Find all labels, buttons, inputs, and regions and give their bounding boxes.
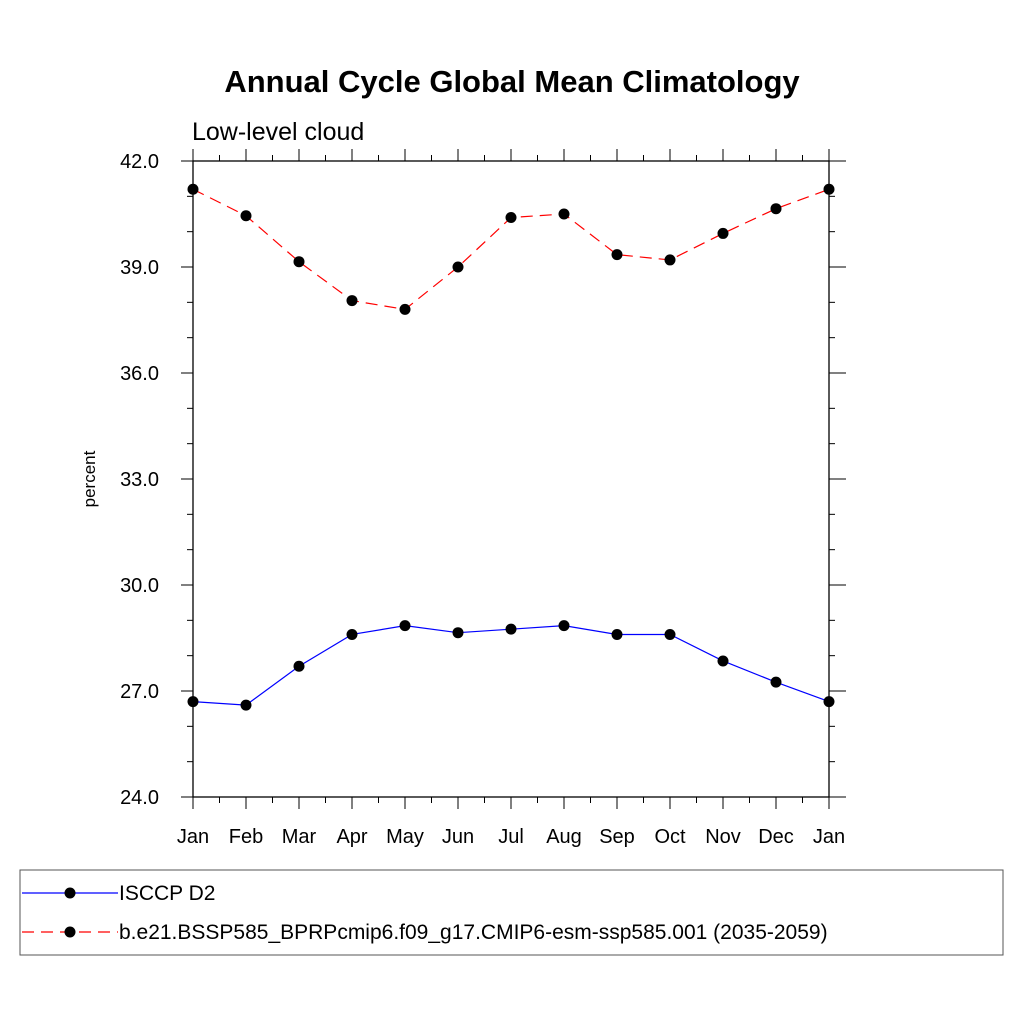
legend-label-2: b.e21.BSSP585_BPRPcmip6.f09_g17.CMIP6-es…	[119, 921, 828, 944]
data-point-series-1	[187, 696, 199, 708]
x-tick-label: May	[386, 826, 424, 848]
data-point-series-1	[558, 620, 570, 632]
y-tick-label: 30.0	[120, 575, 159, 597]
data-point-series-2	[558, 208, 570, 220]
x-tick-label: Dec	[758, 826, 794, 848]
data-point-series-1	[240, 699, 252, 711]
y-tick-label: 24.0	[120, 787, 159, 809]
y-tick-label: 36.0	[120, 363, 159, 385]
data-point-series-2	[505, 212, 517, 224]
y-tick-label: 39.0	[120, 257, 159, 279]
data-point-series-1	[505, 623, 517, 635]
y-tick-label: 27.0	[120, 681, 159, 703]
legend: ISCCP D2 b.e21.BSSP585_BPRPcmip6.f09_g17.…	[22, 882, 828, 944]
y-tick-label: 42.0	[120, 151, 159, 173]
data-point-series-1	[717, 655, 729, 667]
data-point-series-1	[452, 627, 464, 639]
chart-subtitle: Low-level cloud	[192, 118, 364, 146]
data-point-series-1	[823, 696, 835, 708]
data-point-series-1	[664, 628, 676, 640]
series-line-2	[192, 188, 830, 311]
legend-label-1: ISCCP D2	[119, 882, 215, 905]
chart-title: Annual Cycle Global Mean Climatology	[224, 64, 800, 99]
data-point-series-1	[611, 628, 623, 640]
y-tick-labels: 24.0 27.0 30.0 33.0 36.0 39.0 42.0	[120, 151, 159, 809]
series-line-1	[192, 625, 830, 706]
data-point-series-2	[187, 183, 199, 195]
series-markers	[187, 183, 835, 711]
legend-marker-2	[64, 926, 76, 938]
legend-marker-1	[64, 887, 76, 899]
x-tick-label: Jan	[177, 826, 209, 848]
data-point-series-2	[823, 183, 835, 195]
x-tick-label: Nov	[705, 826, 741, 848]
data-point-series-1	[293, 660, 305, 672]
data-point-series-2	[664, 254, 676, 266]
data-point-series-2	[717, 227, 729, 239]
data-point-series-1	[770, 676, 782, 688]
y-axis-label: percent	[80, 450, 99, 507]
data-point-series-2	[346, 295, 358, 307]
data-point-series-2	[399, 303, 411, 315]
legend-box	[19, 869, 1004, 956]
x-tick-label: Oct	[654, 826, 686, 848]
data-point-series-1	[399, 620, 411, 632]
x-tick-label: Jul	[498, 826, 524, 848]
data-point-series-1	[346, 628, 358, 640]
data-point-series-2	[770, 203, 782, 215]
data-point-series-2	[293, 256, 305, 268]
axis-ticks	[181, 149, 846, 809]
x-tick-labels: Jan Feb Mar Apr May Jun Jul Aug Sep Oct Nov Dec Jan	[177, 826, 845, 848]
x-tick-label: Sep	[599, 826, 635, 848]
plot-frame	[192, 160, 830, 798]
x-tick-label: Jun	[442, 826, 474, 848]
x-tick-label: Aug	[546, 826, 582, 848]
x-tick-label: Mar	[282, 826, 317, 848]
x-tick-label: Apr	[336, 826, 367, 848]
data-point-series-2	[452, 261, 464, 273]
x-tick-label: Jan	[813, 826, 845, 848]
x-tick-label: Feb	[229, 826, 263, 848]
y-tick-label: 33.0	[120, 469, 159, 491]
data-point-series-2	[240, 210, 252, 222]
data-point-series-2	[611, 249, 623, 261]
